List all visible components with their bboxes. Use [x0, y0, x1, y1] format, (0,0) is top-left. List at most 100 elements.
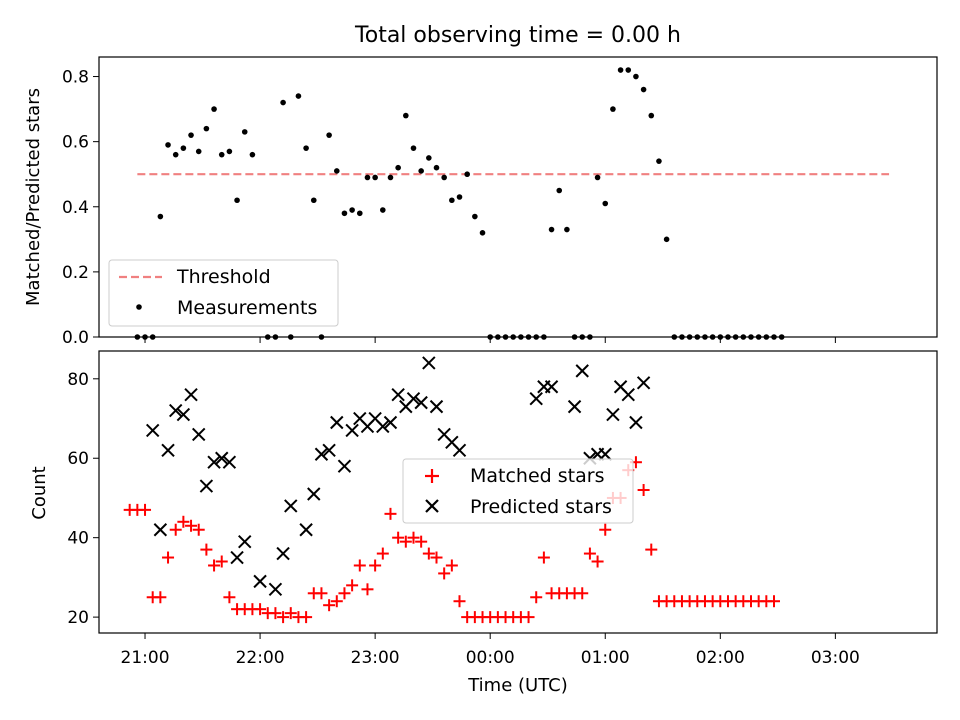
- predicted-star-point: [322, 443, 336, 458]
- matched-star-point: [192, 523, 205, 536]
- measurement-point: [617, 67, 624, 73]
- matched-star-point: [645, 543, 658, 556]
- count-y-axis: 20 40 60 80: [67, 370, 99, 628]
- predicted-star-point: [238, 534, 252, 549]
- ratio-y-tick-label: 0.2: [62, 263, 89, 283]
- matched-star-point: [422, 547, 435, 560]
- matched-star-point: [583, 547, 596, 560]
- measurement-point: [188, 132, 194, 138]
- measurement-point: [663, 236, 670, 243]
- matched-star-point: [768, 595, 781, 608]
- predicted-star-point: [406, 391, 421, 406]
- matched-star-point: [139, 503, 152, 516]
- matched-star-point: [330, 595, 343, 608]
- predicted-star-point: [606, 407, 620, 422]
- predicted-star-point: [199, 479, 214, 493]
- matched-star-point: [215, 555, 228, 568]
- x-tick-label: 02:00: [696, 648, 745, 668]
- measurement-point: [464, 171, 470, 178]
- ratio-plot-frame: [98, 56, 938, 338]
- count-panel: 20 40 60 80 21:00 22:00 23:00 00:00 01:00 02:00 0…: [29, 350, 938, 696]
- predicted-star-point: [345, 423, 359, 438]
- measurement-point: [395, 164, 401, 171]
- measurement-point: [433, 164, 440, 171]
- predicted-star-point: [391, 387, 405, 402]
- matched-star-point: [415, 535, 428, 548]
- predicted-star-point: [276, 546, 290, 561]
- matched-star-point: [223, 591, 236, 604]
- matched-star-point: [323, 599, 336, 612]
- ratio-y-axis-label: Matched/Predicted stars: [23, 88, 44, 306]
- measurement-point: [165, 142, 171, 148]
- matched-star-point: [537, 551, 550, 564]
- measurement-point: [356, 210, 363, 217]
- predicted-star-point: [598, 447, 612, 461]
- measurement-point: [410, 145, 417, 151]
- ratio-y-tick-label: 0.4: [62, 198, 89, 218]
- matched-star-point: [384, 507, 397, 520]
- matched-star-point: [284, 607, 297, 620]
- count-y-tick-label: 60: [67, 449, 89, 469]
- legend-predicted-label: Predicted stars: [470, 496, 612, 518]
- predicted-star-point: [629, 415, 643, 430]
- matched-star-point: [369, 559, 382, 572]
- measurement-point: [602, 200, 609, 207]
- legend-measurements-label: Measurements: [177, 297, 317, 319]
- legend-matched-swatch: [425, 469, 439, 483]
- measurement-point: [157, 213, 164, 220]
- predicted-star-point: [429, 399, 444, 414]
- predicted-star-point: [414, 395, 428, 410]
- x-tick-label: 01:00: [581, 648, 630, 668]
- matched-star-point: [177, 515, 190, 528]
- measurement-point: [172, 151, 179, 158]
- matched-star-point: [453, 595, 466, 608]
- predicted-star-point: [314, 447, 329, 461]
- matched-star-point: [315, 587, 328, 600]
- predicted-star-point: [299, 523, 313, 537]
- count-plot-frame: [98, 350, 938, 634]
- matched-star-point: [530, 591, 543, 604]
- measurement-point: [349, 207, 355, 213]
- matched-star-point: [591, 555, 604, 568]
- measurement-point: [594, 174, 601, 181]
- measurement-point: [403, 112, 409, 119]
- measurement-point: [380, 207, 386, 213]
- measurement-point: [295, 93, 302, 99]
- matched-star-point: [254, 603, 267, 616]
- measurement-point: [341, 210, 348, 217]
- count-legend: Matched stars Predicted stars: [402, 458, 634, 524]
- predicted-star-point: [222, 455, 237, 469]
- predicted-star-point: [207, 455, 221, 469]
- matched-star-point: [361, 583, 374, 596]
- predicted-star-point: [575, 364, 589, 378]
- count-y-axis-label: Count: [29, 466, 50, 519]
- matched-star-point: [522, 611, 535, 624]
- matched-star-point: [637, 484, 650, 497]
- legend-threshold-label: Threshold: [176, 266, 271, 288]
- ratio-y-tick-label: 0.0: [62, 328, 89, 348]
- measurement-point: [241, 129, 248, 135]
- measurement-point: [303, 145, 309, 151]
- predicted-star-point: [337, 459, 352, 473]
- predicted-star-point: [567, 399, 582, 414]
- legend-measurements-swatch: [136, 304, 142, 310]
- predicted-star-point: [621, 387, 635, 402]
- predicted-star-point: [383, 415, 398, 430]
- measurement-point: [333, 168, 340, 174]
- matched-star-point: [162, 551, 175, 564]
- x-tick-label: 00:00: [466, 648, 515, 668]
- legend-predicted-swatch: [425, 499, 439, 513]
- ratio-y-tick-label: 0.8: [62, 68, 89, 88]
- predicted-star-point: [153, 523, 168, 537]
- predicted-star-point: [544, 380, 559, 394]
- matched-star-point: [277, 611, 290, 624]
- predicted-star-point: [145, 423, 160, 438]
- predicted-star-point: [161, 443, 175, 458]
- measurement-point: [441, 174, 447, 181]
- measurement-point: [418, 168, 424, 174]
- matched-star-point: [399, 535, 412, 548]
- ratio-legend: Threshold Measurements: [108, 259, 339, 327]
- predicted-star-point: [422, 356, 436, 370]
- measurement-point: [326, 132, 332, 138]
